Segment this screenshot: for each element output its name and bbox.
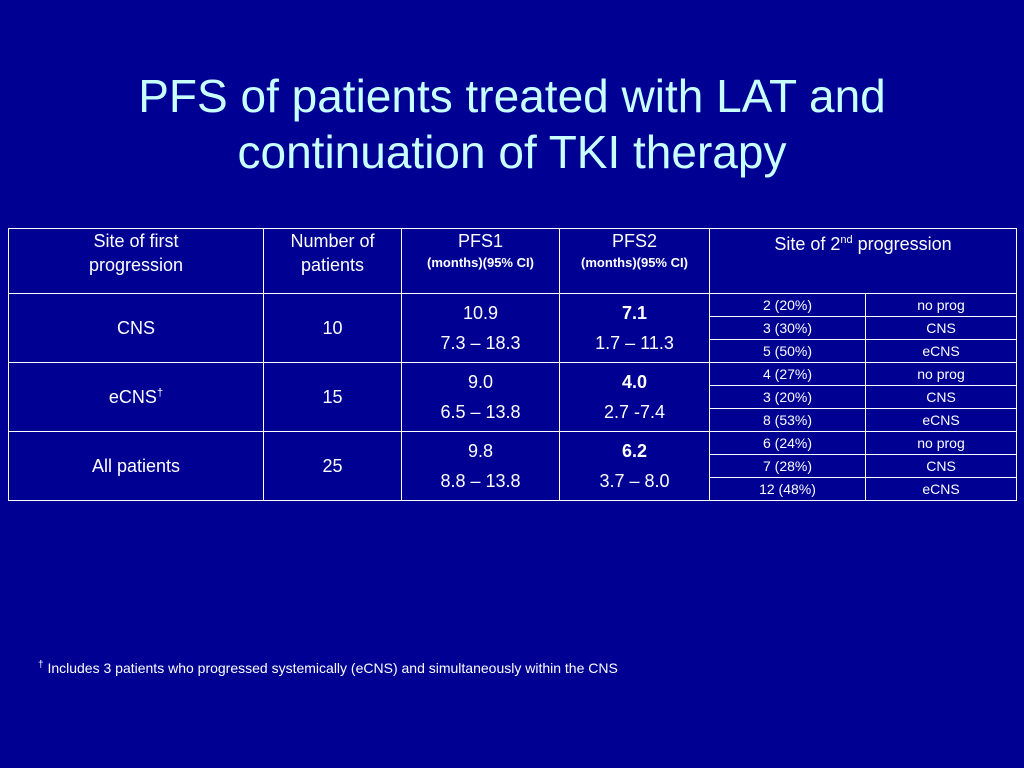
second-prog-count: 4 (27%) (709, 362, 866, 386)
second-prog-count: 3 (30%) (709, 316, 866, 340)
header-pfs1: PFS1 (months)(95% CI) (401, 228, 560, 294)
table-header-row: Site of first progression Number of pati… (8, 228, 1018, 294)
second-prog-site: no prog (864, 293, 1018, 317)
number-cell: 15 (263, 362, 402, 432)
pfs1-cell: 10.9 7.3 – 18.3 (401, 293, 560, 363)
pfs-table: Site of first progression Number of pati… (8, 228, 1018, 501)
pfs2-cell: 4.0 2.7 -7.4 (559, 362, 710, 432)
second-prog-site: no prog (864, 362, 1018, 386)
sub-row: 3 (30%) CNS (9, 316, 1018, 340)
second-prog-site: CNS (864, 316, 1018, 340)
second-prog-count: 7 (28%) (709, 454, 866, 478)
sub-row: 8 (53%) eCNS (9, 408, 1018, 432)
footnote-text: Includes 3 patients who progressed syste… (43, 660, 618, 676)
slide-title: PFS of patients treated with LAT and con… (0, 68, 1024, 180)
dagger-mark: † (156, 387, 164, 399)
second-prog-count: 8 (53%) (709, 408, 866, 432)
number-cell: 10 (263, 293, 402, 363)
pfs2-cell: 6.2 3.7 – 8.0 (559, 431, 710, 501)
second-prog-count: 2 (20%) (709, 293, 866, 317)
table-row: eCNS† 15 9.0 6.5 – 13.8 4.0 2.7 -7.4 4 (… (8, 362, 1018, 432)
site-cell: CNS (8, 293, 264, 363)
sub-row: 3 (20%) CNS (9, 385, 1018, 409)
table-row: All patients 25 9.8 8.8 – 13.8 6.2 3.7 –… (8, 431, 1018, 501)
header-pfs2: PFS2 (months)(95% CI) (559, 228, 710, 294)
number-cell: 25 (263, 431, 402, 501)
second-prog-site: eCNS (864, 477, 1018, 501)
sub-row: 7 (28%) CNS (9, 454, 1018, 478)
second-prog-site: eCNS (864, 408, 1018, 432)
second-prog-count: 3 (20%) (709, 385, 866, 409)
header-number-of-patients: Number of patients (263, 228, 402, 294)
table-row: CNS 10 10.9 7.3 – 18.3 7.1 1.7 – 11.3 2 … (8, 293, 1018, 363)
slide-title-line-2: continuation of TKI therapy (237, 126, 787, 178)
pfs1-cell: 9.8 8.8 – 13.8 (401, 431, 560, 501)
footnote: † Includes 3 patients who progressed sys… (38, 660, 618, 676)
site-cell: eCNS† (8, 362, 264, 432)
second-prog-site: no prog (864, 431, 1018, 455)
second-prog-site: CNS (864, 454, 1018, 478)
footnote-dagger: † (38, 659, 44, 671)
header-site-of-first-progression: Site of first progression (8, 228, 264, 294)
sub-row: 12 (48%) eCNS (9, 477, 1018, 501)
header-site-of-second-progression: Site of 2nd progression (708, 228, 1018, 294)
second-prog-count: 5 (50%) (709, 339, 866, 363)
pfs2-cell: 7.1 1.7 – 11.3 (559, 293, 710, 363)
site-cell: All patients (8, 431, 264, 501)
second-prog-site: CNS (864, 385, 1018, 409)
second-prog-count: 6 (24%) (709, 431, 866, 455)
pfs1-cell: 9.0 6.5 – 13.8 (401, 362, 560, 432)
second-prog-count: 12 (48%) (709, 477, 866, 501)
second-prog-site: eCNS (864, 339, 1018, 363)
slide-title-line-1: PFS of patients treated with LAT and (138, 70, 886, 122)
